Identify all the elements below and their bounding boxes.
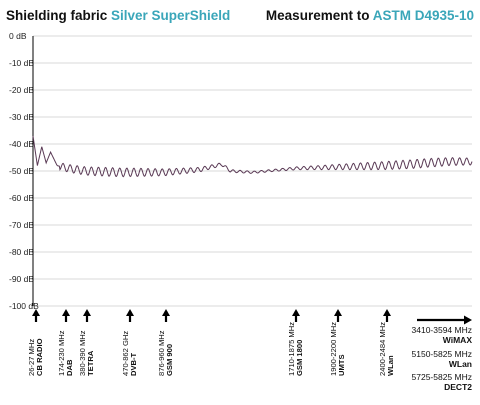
header-left: Shielding fabric Silver SuperShield bbox=[6, 8, 230, 23]
band-arrow-head-7 bbox=[383, 309, 391, 316]
band-name-label-6: UMTS bbox=[337, 354, 346, 376]
header-right-highlight: ASTM D4935-10 bbox=[373, 8, 474, 23]
right-band-name-1: WLan bbox=[449, 359, 472, 369]
band-marker-7: 2400-2484 MHz WLan bbox=[378, 309, 395, 376]
y-tick-label-8: -80 dB bbox=[9, 247, 34, 257]
band-freq-label-3: 470-862 GHz bbox=[121, 331, 130, 376]
band-marker-3: 470-862 GHz DVB-T bbox=[121, 309, 138, 376]
band-name-label-7: WLan bbox=[386, 355, 395, 376]
band-name-label-0: CB RADIO bbox=[35, 338, 44, 376]
band-marker-4: 876-960 MHz GSM 900 bbox=[157, 309, 174, 376]
band-freq-label-1: 174-230 MHz bbox=[57, 330, 66, 376]
band-name-label-2: TETRA bbox=[86, 350, 95, 376]
band-name-label-3: DVB-T bbox=[129, 352, 138, 376]
y-tick-label-1: -10 dB bbox=[9, 58, 34, 68]
band-freq-label-2: 380-390 MHz bbox=[78, 330, 87, 376]
band-marker-0: 26-27 MHz CB RADIO bbox=[27, 309, 44, 376]
right-band-name-0: WiMAX bbox=[443, 335, 473, 345]
y-tick-label-5: -50 dB bbox=[9, 166, 34, 176]
y-tick-label-2: -20 dB bbox=[9, 85, 34, 95]
header-left-highlight: Silver SuperShield bbox=[111, 8, 230, 23]
band-arrow-head-2 bbox=[83, 309, 91, 316]
y-tick-label-3: -30 dB bbox=[9, 112, 34, 122]
band-freq-label-6: 1900-2200 MHz bbox=[329, 322, 338, 376]
band-arrow-head-0 bbox=[32, 309, 40, 316]
right-band-name-2: DECT2 bbox=[444, 382, 472, 392]
y-tick-label-0: 0 dB bbox=[9, 31, 27, 41]
band-name-label-4: GSM 900 bbox=[165, 344, 174, 376]
band-freq-label-7: 2400-2484 MHz bbox=[378, 322, 387, 376]
band-arrow-head-5 bbox=[292, 309, 300, 316]
header-right: Measurement to ASTM D4935-10 bbox=[266, 8, 474, 23]
y-tick-label-6: -60 dB bbox=[9, 193, 34, 203]
band-freq-label-0: 26-27 MHz bbox=[27, 339, 36, 376]
attenuation-curve bbox=[32, 135, 473, 178]
y-tick-label-4: -40 dB bbox=[9, 139, 34, 149]
band-marker-5: 1710-1875 MHz GSM 1800 bbox=[287, 309, 304, 376]
gridlines bbox=[33, 35, 472, 307]
band-marker-2: 380-390 MHz TETRA bbox=[78, 309, 95, 376]
header-left-prefix: Shielding fabric bbox=[6, 8, 111, 23]
band-markers: 26-27 MHz CB RADIO 174-230 MHz DAB 380-390 M… bbox=[27, 309, 395, 376]
band-arrow-head-1 bbox=[62, 309, 70, 316]
band-name-label-5: GSM 1800 bbox=[295, 340, 304, 376]
y-axis-tick-labels: 0 dB -10 dB -20 dB -30 dB -40 dB -50 dB -60 dB… bbox=[9, 31, 39, 311]
band-name-label-1: DAB bbox=[65, 359, 74, 376]
header-right-prefix: Measurement to bbox=[266, 8, 373, 23]
band-freq-label-5: 1710-1875 MHz bbox=[287, 322, 296, 376]
y-tick-label-7: -70 dB bbox=[9, 220, 34, 230]
y-tick-label-9: -90 dB bbox=[9, 274, 34, 284]
band-marker-1: 174-230 MHz DAB bbox=[57, 309, 74, 376]
band-freq-label-4: 876-960 MHz bbox=[157, 330, 166, 376]
band-arrow-head-4 bbox=[162, 309, 170, 316]
band-arrow-head-6 bbox=[334, 309, 342, 316]
band-marker-6: 1900-2200 MHz UMTS bbox=[329, 309, 346, 376]
y-tick-label-10: -100 dB bbox=[9, 301, 39, 311]
right-arrow-head bbox=[464, 315, 472, 325]
right-band-freq-2: 5725-5825 MHz bbox=[412, 372, 472, 382]
right-band-freq-0: 3410-3594 MHz bbox=[412, 325, 472, 335]
right-band-freq-1: 5150-5825 MHz bbox=[412, 349, 472, 359]
band-arrow-head-3 bbox=[126, 309, 134, 316]
